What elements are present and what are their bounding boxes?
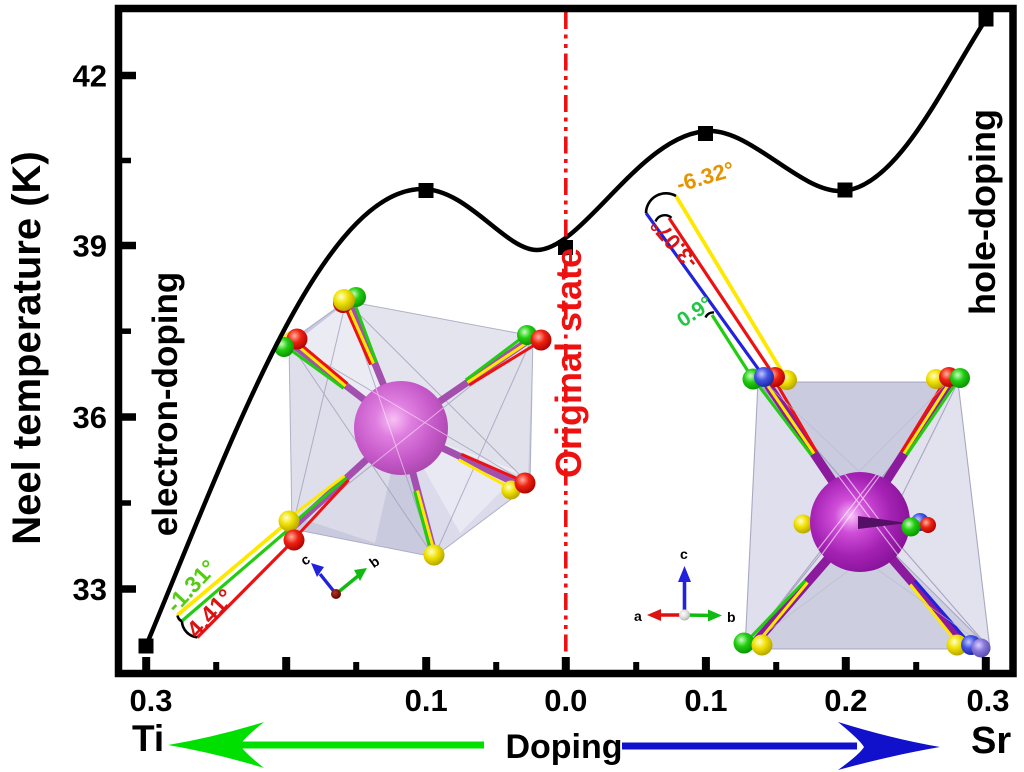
svg-text:0.2: 0.2 xyxy=(824,683,867,718)
svg-text:0.3: 0.3 xyxy=(129,683,172,718)
svg-text:c: c xyxy=(680,546,688,562)
svg-text:b: b xyxy=(366,553,382,571)
svg-text:36: 36 xyxy=(73,400,107,435)
svg-text:c: c xyxy=(297,551,313,569)
svg-text:0.1: 0.1 xyxy=(684,683,727,718)
svg-text:Doping: Doping xyxy=(505,728,622,766)
svg-text:electron-doping: electron-doping xyxy=(146,272,185,536)
svg-text:0.0: 0.0 xyxy=(544,683,587,718)
svg-text:Sr: Sr xyxy=(971,720,1011,762)
svg-text:Neel temperature (K): Neel temperature (K) xyxy=(5,151,49,544)
svg-text:0.3: 0.3 xyxy=(966,683,1009,718)
svg-text:0.9°: 0.9° xyxy=(673,292,717,332)
svg-text:-6.32°: -6.32° xyxy=(673,157,737,197)
svg-text:33: 33 xyxy=(73,572,107,607)
svg-text:0.1: 0.1 xyxy=(405,683,448,718)
svg-text:hole-doping: hole-doping xyxy=(962,109,1003,315)
svg-text:42: 42 xyxy=(73,59,107,94)
svg-text:b: b xyxy=(727,609,736,625)
svg-text:Original state: Original state xyxy=(548,248,589,478)
svg-text:39: 39 xyxy=(73,229,107,264)
svg-text:a: a xyxy=(634,608,642,624)
svg-text:-3.07°: -3.07° xyxy=(645,213,703,274)
svg-text:Ti: Ti xyxy=(132,718,164,759)
